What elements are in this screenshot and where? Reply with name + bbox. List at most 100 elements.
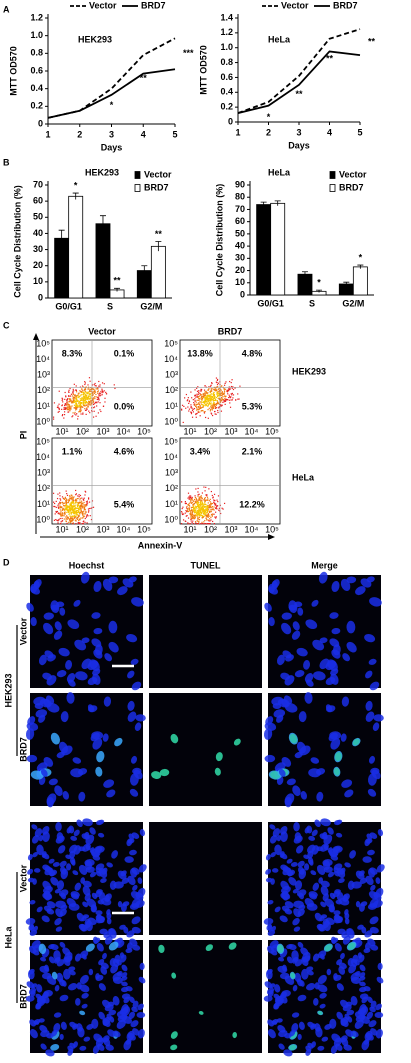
nucleus <box>359 981 366 987</box>
y-tick-label: 10³ <box>37 468 50 478</box>
event-dot <box>221 394 223 396</box>
event-dot <box>206 401 208 403</box>
nucleus <box>46 1033 54 1039</box>
nucleus <box>83 1036 91 1042</box>
nucleus <box>92 673 101 685</box>
event-dot <box>67 510 69 512</box>
event-dot <box>193 509 195 512</box>
event-dot <box>93 388 95 390</box>
nucleus <box>82 914 90 919</box>
event-dot <box>75 408 77 410</box>
event-dot <box>204 500 206 502</box>
tunel-signal <box>232 1031 237 1039</box>
event-dot <box>80 404 82 406</box>
event-dot <box>201 515 204 518</box>
event-dot <box>210 403 212 405</box>
event-dot <box>64 391 66 394</box>
event-dot <box>75 414 77 416</box>
x-tick-label: 4 <box>327 127 332 137</box>
event-dot <box>210 407 212 409</box>
nucleus <box>56 751 65 759</box>
event-dot <box>189 500 192 502</box>
event-dot <box>78 405 80 407</box>
event-dot <box>199 513 201 515</box>
event-dot <box>215 504 217 506</box>
event-dot <box>69 505 71 507</box>
event-dot <box>90 518 93 521</box>
event-dot <box>223 392 225 394</box>
event-dot <box>210 384 212 386</box>
nucleus <box>313 671 326 681</box>
nucleus <box>76 819 83 828</box>
event-dot <box>82 404 85 406</box>
event-dot <box>192 411 194 413</box>
event-dot <box>86 402 89 404</box>
event-dot <box>68 404 70 406</box>
event-dot <box>53 402 56 404</box>
event-dot <box>61 415 63 417</box>
nucleus <box>367 996 373 1003</box>
event-dot <box>63 411 66 413</box>
row-label: BRD7 <box>18 737 28 762</box>
nucleus <box>370 767 380 775</box>
event-dot <box>75 493 78 495</box>
event-dot <box>191 521 193 524</box>
event-dot <box>198 493 200 495</box>
bar <box>270 202 286 296</box>
event-dot <box>191 496 193 499</box>
nucleus <box>279 851 285 858</box>
event-dot <box>84 517 86 520</box>
event-dot <box>61 515 63 517</box>
nucleus <box>127 670 135 679</box>
event-dot <box>61 397 63 399</box>
event-dot <box>58 390 60 392</box>
nucleus <box>98 959 105 966</box>
event-dot <box>213 397 215 399</box>
event-dot <box>217 391 219 393</box>
event-dot <box>213 513 215 515</box>
event-dot <box>214 504 216 506</box>
nucleus <box>325 660 337 671</box>
nucleus <box>36 844 44 856</box>
nucleus <box>66 863 72 871</box>
nucleus <box>42 880 52 891</box>
y-tick-label: 50 <box>33 212 43 222</box>
event-dot <box>203 510 205 512</box>
event-dot <box>223 389 226 391</box>
tunel-signal <box>198 1010 204 1015</box>
nucleus <box>78 791 86 802</box>
error-bar <box>114 287 121 292</box>
event-dot <box>80 406 82 408</box>
nucleus <box>374 1011 384 1019</box>
nucleus <box>318 571 328 584</box>
event-dot <box>82 505 84 507</box>
nucleus <box>69 857 76 865</box>
nucleus <box>114 737 123 747</box>
event-dot <box>97 396 100 398</box>
event-dot <box>217 411 219 414</box>
event-dot <box>69 519 71 521</box>
event-dot <box>65 516 67 518</box>
nucleus <box>100 877 107 883</box>
event-dot <box>209 498 211 500</box>
event-dot <box>68 409 70 411</box>
event-dot <box>190 411 193 414</box>
event-dot <box>83 501 85 504</box>
nucleus <box>304 673 314 683</box>
event-dot <box>198 497 200 500</box>
event-dot <box>208 523 211 525</box>
tunel-signal <box>205 944 214 952</box>
event-dot <box>85 400 88 403</box>
event-dot <box>216 391 218 393</box>
event-dot <box>204 523 206 525</box>
nucleus <box>131 926 141 934</box>
nucleus <box>50 944 59 951</box>
nucleus <box>300 791 308 800</box>
event-dot <box>188 410 190 412</box>
nucleus <box>80 923 86 932</box>
event-dot <box>69 410 71 412</box>
nucleus <box>104 653 113 662</box>
event-dot <box>191 513 194 516</box>
event-dot <box>191 409 194 411</box>
event-dot <box>187 504 189 506</box>
